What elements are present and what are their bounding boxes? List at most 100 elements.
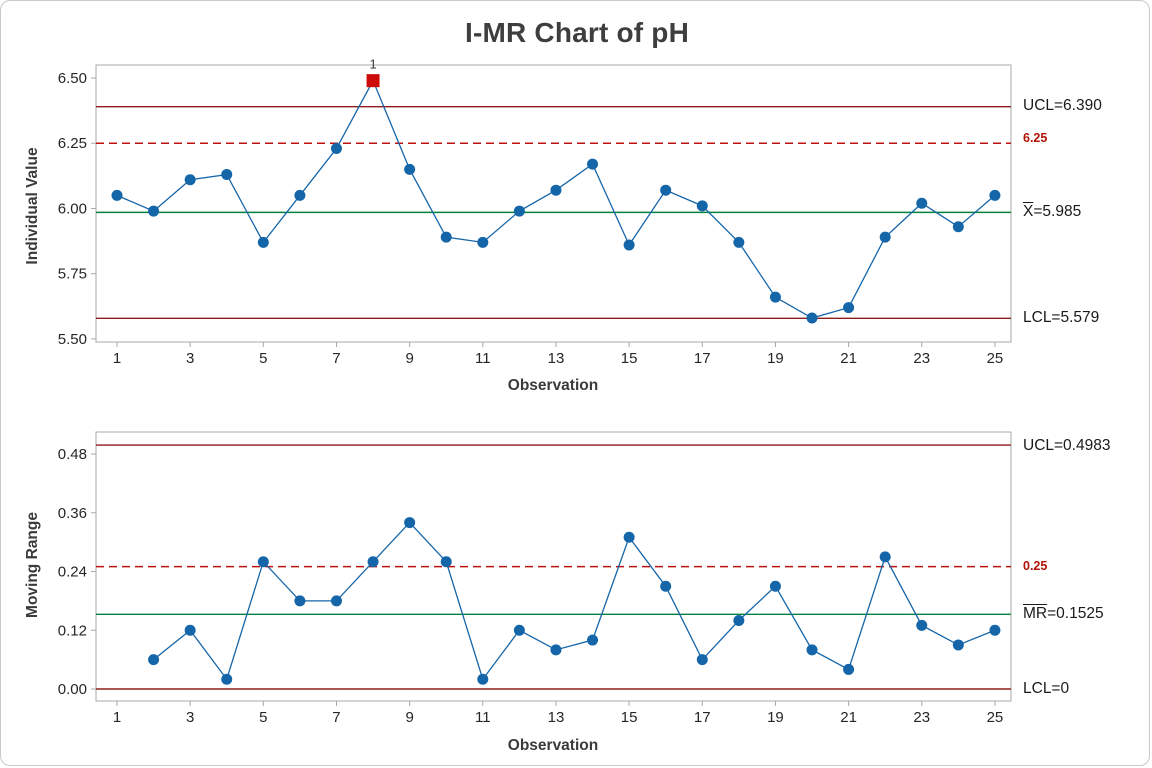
data-point [404,163,416,175]
data-point [843,302,855,314]
data-point [330,595,342,607]
data-point [148,205,160,217]
chart-title: I-MR Chart of pH [464,17,690,48]
x-tick-label: 15 [621,350,638,367]
lcl-label-individuals: LCL=5.579 [1023,309,1100,326]
y-tick-label: 0.24 [58,564,87,581]
x-tick-label: 17 [694,709,711,726]
data-point [989,189,1001,201]
data-point [916,619,928,631]
data-point [257,556,269,568]
data-point [806,312,818,324]
data-point [660,184,672,196]
x-tick-label: 17 [694,350,711,367]
y-tick-label: 5.50 [58,331,87,348]
data-point [696,654,708,666]
data-point [550,644,562,656]
mrbar-value: =0.1525 [1047,605,1104,622]
x-tick-label: 5 [259,350,267,367]
data-point [148,654,160,666]
xbar-symbol: X [1023,203,1034,220]
data-point [769,291,781,303]
x-tick-label: 7 [332,350,340,367]
data-point [111,189,123,201]
data-point [221,169,233,181]
y-tick-label: 6.25 [58,135,87,152]
y-tick-label: 0.36 [58,505,87,522]
x-tick-label: 23 [913,709,930,726]
x-tick-label: 1 [113,350,121,367]
data-point [879,551,891,563]
data-point [623,531,635,543]
x-tick-label: 19 [767,350,784,367]
x-tick-label: 21 [840,709,857,726]
center-label-moving-range: MR=0.1525 [1023,605,1104,623]
x-tick-label: 25 [987,350,1004,367]
data-point [843,663,855,675]
x-tick-label: 9 [405,709,413,726]
x-tick-label: 21 [840,350,857,367]
data-point [587,634,599,646]
out-of-control-marker [366,74,380,88]
plot-frame [95,64,1012,343]
ucl-label-individuals: UCL=6.390 [1023,97,1102,114]
data-point [294,189,306,201]
x-tick-label: 15 [621,709,638,726]
data-point [294,595,306,607]
data-point [404,517,416,529]
data-point [184,624,196,636]
y-tick-label: 6.50 [58,70,87,87]
data-point [952,639,964,651]
center-label-individuals: X=5.985 [1023,203,1081,221]
data-point [769,580,781,592]
x-tick-label: 23 [913,350,930,367]
x-tick-label: 19 [767,709,784,726]
x-tick-label: 25 [987,709,1004,726]
x-axis-title-individuals: Observation [507,377,599,394]
y-tick-label: 5.75 [58,266,87,283]
series-line [153,521,996,681]
lcl-label-moving-range: LCL=0 [1023,680,1070,697]
data-point [733,614,745,626]
x-tick-label: 1 [113,709,121,726]
spec-label-moving-range: 0.25 [1023,559,1048,573]
data-point [513,205,525,217]
y-tick-label: 0.12 [58,622,87,639]
xbar-value: =5.985 [1033,203,1082,220]
data-point [477,673,489,685]
y-tick-label: 6.00 [58,200,87,217]
x-axis-title-moving-range: Observation [507,737,599,754]
data-point [550,184,562,196]
y-axis-title-individuals: Individual Value [24,147,41,265]
data-point [221,673,233,685]
data-point [257,236,269,248]
data-point [440,556,452,568]
y-tick-label: 0.48 [58,446,87,463]
ucl-label-moving-range: UCL=0.4983 [1023,437,1111,454]
x-tick-label: 13 [548,709,565,726]
x-tick-label: 5 [259,709,267,726]
data-point [367,556,379,568]
data-point [440,231,452,243]
data-point [330,142,342,154]
data-point [477,236,489,248]
x-tick-label: 11 [475,350,491,367]
x-tick-label: 13 [548,350,565,367]
series-line [116,79,996,319]
x-tick-label: 11 [475,709,491,726]
x-tick-label: 7 [332,709,340,726]
data-point [696,200,708,212]
spec-label-individuals: 6.25 [1023,131,1048,145]
data-point [587,158,599,170]
data-point [916,197,928,209]
data-point [806,644,818,656]
data-point [513,624,525,636]
x-tick-label: 3 [186,709,194,726]
data-point [733,236,745,248]
y-tick-label: 0.00 [58,681,87,698]
data-point [660,580,672,592]
data-point [879,231,891,243]
data-point [184,174,196,186]
mrbar-symbol: MR [1023,605,1048,622]
